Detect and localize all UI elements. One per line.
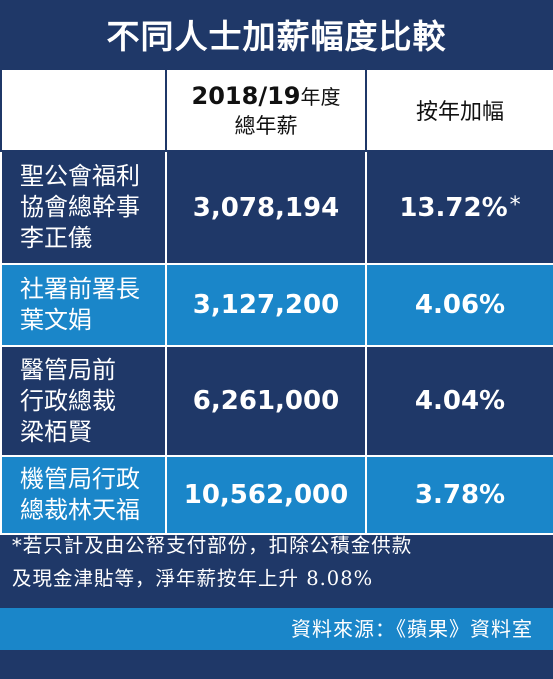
header-blank-cell: [0, 68, 167, 152]
person-name-line: 行政總裁: [20, 386, 116, 415]
person-name-cell: 醫管局前 行政總裁 梁栢賢: [0, 345, 167, 457]
table-row: 機管局行政 總裁林天福 10,562,000 3.78%: [0, 455, 553, 535]
header-increase: 按年加幅: [365, 68, 553, 152]
footnote-line: *若只計及由公帑支付部份，扣除公積金供款: [12, 534, 413, 557]
person-name-line: 葉文娟: [20, 306, 92, 334]
salary-table: 2018/19年度 總年薪 按年加幅 聖公會福利 協會總幹事 李正儀 3,078…: [0, 68, 553, 535]
header-total-salary: 2018/19年度 總年薪: [165, 68, 367, 152]
header-year: 2018/19: [191, 81, 301, 110]
increase-value: 13.72%: [399, 192, 508, 223]
person-name-cell: 機管局行政 總裁林天福: [0, 455, 167, 535]
source-credit: 資料來源：《蘋果》資料室: [291, 617, 533, 641]
person-name-line: 社署前署長: [20, 275, 140, 303]
header-salary-label: 總年薪: [234, 113, 298, 138]
header-increase-label: 按年加幅: [415, 100, 504, 125]
person-name-line: 機管局行政: [20, 465, 140, 493]
increase-value: 4.06%: [365, 263, 553, 347]
person-name-cell: 聖公會福利 協會總幹事 李正儀: [0, 150, 167, 265]
salary-value: 3,127,200: [165, 263, 367, 347]
footnote: *若只計及由公帑支付部份，扣除公積金供款 及現金津貼等，淨年薪按年上升 8.08…: [12, 529, 547, 595]
salary-value: 6,261,000: [165, 345, 367, 457]
salary-value: 10,562,000: [165, 455, 367, 535]
table-row: 聖公會福利 協會總幹事 李正儀 3,078,194 13.72%*: [0, 150, 553, 265]
person-name-line: 協會總幹事: [20, 193, 140, 221]
header-year-suffix: 年度: [300, 84, 341, 109]
person-name-line: 總裁林天福: [20, 496, 140, 524]
increase-value: 4.04%: [365, 345, 553, 457]
page-title: 不同人士加薪幅度比較: [106, 17, 447, 56]
person-name-line: 梁栢賢: [20, 417, 92, 446]
increase-cell: 13.72%*: [365, 150, 553, 265]
footnote-mark: *: [509, 192, 521, 218]
salary-value: 3,078,194: [165, 150, 367, 265]
person-name-line: 醫管局前: [20, 355, 116, 384]
person-name-line: 李正儀: [20, 224, 92, 252]
person-name-line: 聖公會福利: [20, 162, 140, 190]
person-name-cell: 社署前署長 葉文娟: [0, 263, 167, 347]
table-row: 社署前署長 葉文娟 3,127,200 4.06%: [0, 263, 553, 347]
footnote-line: 及現金津貼等，淨年薪按年上升 8.08%: [12, 567, 374, 590]
table-header-row: 2018/19年度 總年薪 按年加幅: [0, 68, 553, 152]
table-row: 醫管局前 行政總裁 梁栢賢 6,261,000 4.04%: [0, 345, 553, 457]
increase-value: 3.78%: [365, 455, 553, 535]
source-bar: 資料來源：《蘋果》資料室: [0, 608, 553, 650]
